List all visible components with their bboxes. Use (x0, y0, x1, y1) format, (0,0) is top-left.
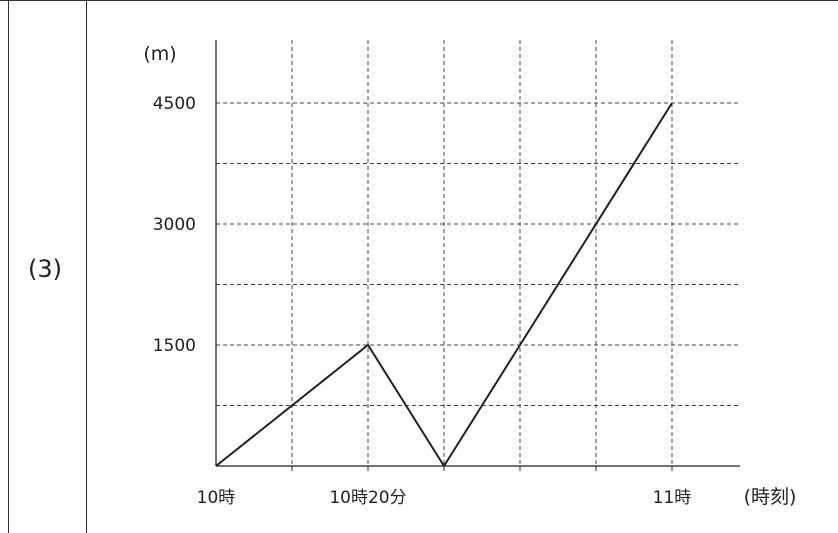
y-tick-label: 4500 (153, 94, 196, 114)
y-tick-label: 3000 (153, 215, 196, 235)
grid-lines (216, 40, 740, 466)
table-top-border (0, 0, 838, 1)
x-tick-label: 10時20分 (329, 488, 406, 508)
series-layer (215, 102, 673, 468)
problem-number: (3) (28, 255, 62, 283)
series-line (215, 102, 673, 468)
x-tick-label: 10時 (197, 488, 236, 508)
axes (215, 40, 740, 471)
table-column-divider (86, 0, 87, 533)
labels: 1500 3000 4500 10時 10時20分 11時 (m) (時刻) (143, 43, 796, 508)
table-left-border (8, 0, 9, 533)
y-tick-label: 1500 (153, 336, 196, 356)
y-axis-label: (m) (143, 43, 176, 65)
x-tick-label: 11時 (653, 488, 692, 508)
x-axis-label: (時刻) (744, 486, 797, 508)
